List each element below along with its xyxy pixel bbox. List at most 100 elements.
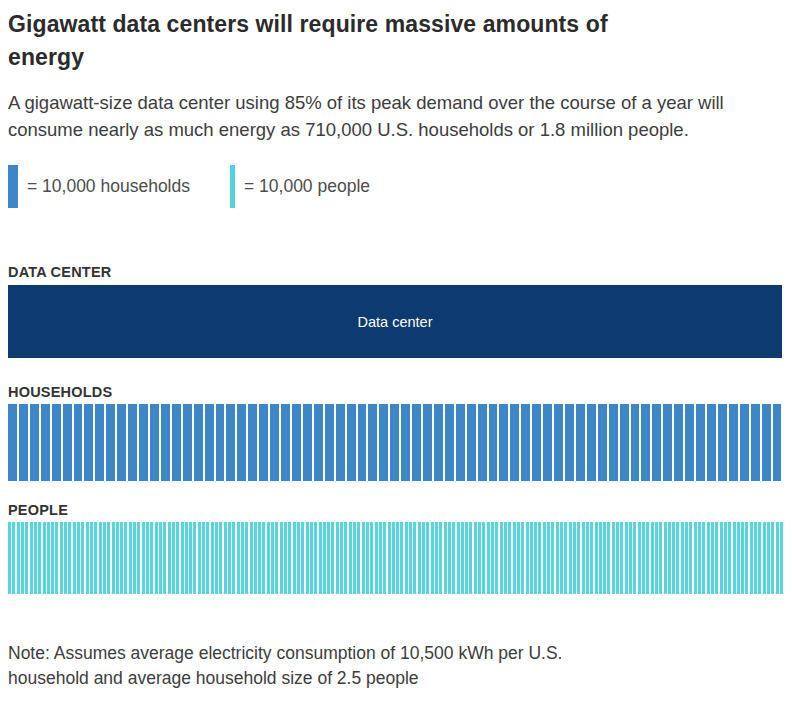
unit-bar (532, 404, 541, 481)
section-households: HOUSEHOLDS (8, 384, 782, 481)
unit-bar (452, 522, 455, 594)
unit-bar (663, 404, 672, 481)
unit-bar (521, 522, 524, 594)
unit-bar (259, 404, 268, 481)
unit-bar (482, 522, 485, 594)
unit-bar (63, 404, 72, 481)
unit-bar (573, 522, 576, 594)
unit-bar (193, 522, 196, 594)
unit-bar (445, 404, 454, 481)
unit-bar (431, 522, 434, 594)
unit-bar (741, 522, 744, 594)
unit-bar (685, 522, 688, 594)
unit-bar (651, 522, 654, 594)
unit-bar (745, 522, 748, 594)
unit-bar (773, 404, 782, 481)
footnote: Note: Assumes average electricity consum… (8, 641, 628, 691)
unit-bar (609, 404, 618, 481)
unit-bar (133, 522, 136, 594)
unit-bar (689, 522, 692, 594)
unit-bar (375, 522, 378, 594)
unit-bar (729, 404, 738, 481)
unit-bar (358, 404, 367, 481)
unit-bar (120, 522, 123, 594)
unit-bar (323, 522, 326, 594)
unit-bar (444, 522, 447, 594)
unit-bar (51, 522, 54, 594)
people-swatch-icon (230, 165, 235, 208)
unit-bar (41, 404, 50, 481)
unit-bar (25, 522, 28, 594)
unit-bar (176, 522, 179, 594)
unit-bar (379, 404, 388, 481)
page-title: Gigawatt data centers will require massi… (8, 8, 648, 74)
unit-bar (146, 522, 149, 594)
unit-bar (413, 522, 416, 594)
unit-bar (491, 522, 494, 594)
unit-bar (750, 522, 753, 594)
unit-bar (336, 522, 339, 594)
unit-bar (737, 522, 740, 594)
unit-bar (560, 522, 563, 594)
households-bars (8, 404, 782, 481)
unit-bar (215, 522, 218, 594)
unit-bar (751, 404, 760, 481)
unit-bar (383, 522, 386, 594)
unit-bar (368, 404, 377, 481)
unit-bar (161, 404, 170, 481)
unit-bar (674, 404, 683, 481)
unit-bar (587, 404, 596, 481)
unit-bar (310, 522, 313, 594)
data-center-bar-label: Data center (358, 314, 433, 330)
unit-bar (74, 404, 83, 481)
unit-bar (112, 522, 115, 594)
unit-bar (284, 522, 287, 594)
unit-bar (8, 522, 11, 594)
unit-bar (211, 522, 214, 594)
unit-bar (401, 404, 410, 481)
data-center-bar: Data center (8, 285, 782, 358)
unit-bar (720, 522, 723, 594)
unit-bar (681, 522, 684, 594)
unit-bar (155, 522, 158, 594)
unit-bar (565, 404, 574, 481)
unit-bar (370, 522, 373, 594)
unit-bar (68, 522, 71, 594)
unit-bar (237, 404, 246, 481)
unit-bar (303, 404, 312, 481)
unit-bar (245, 522, 248, 594)
unit-bar (576, 404, 585, 481)
unit-bar (52, 404, 61, 481)
unit-bar (696, 404, 705, 481)
unit-bar (499, 404, 508, 481)
unit-bar (280, 522, 283, 594)
unit-bar (181, 522, 184, 594)
unit-bar (388, 522, 391, 594)
unit-bar (99, 522, 102, 594)
unit-bar (668, 522, 671, 594)
unit-bar (676, 522, 679, 594)
unit-bar (301, 522, 304, 594)
unit-bar (379, 522, 382, 594)
unit-bar (659, 522, 662, 594)
unit-bar (129, 522, 132, 594)
unit-bar (641, 404, 650, 481)
unit-bar (478, 522, 481, 594)
unit-bar (30, 404, 39, 481)
unit-bar (12, 522, 15, 594)
unit-bar (362, 522, 365, 594)
legend-label-people: = 10,000 people (244, 176, 370, 197)
infographic-page: Gigawatt data centers will require massi… (0, 0, 792, 720)
unit-bar (117, 404, 126, 481)
unit-bar (457, 522, 460, 594)
unit-bar (510, 404, 519, 481)
section-data-center: DATA CENTER Data center (8, 264, 782, 358)
section-people: PEOPLE (8, 502, 782, 594)
unit-bar (733, 522, 736, 594)
unit-bar (314, 522, 317, 594)
unit-bar (547, 522, 550, 594)
unit-bar (168, 522, 171, 594)
unit-bar (344, 522, 347, 594)
unit-bar (652, 404, 661, 481)
unit-bar (396, 522, 399, 594)
